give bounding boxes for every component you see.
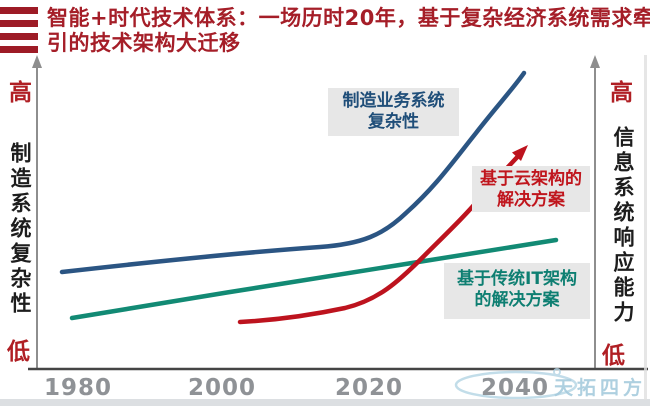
label-box-cloud: 基于云架构的 解决方案 xyxy=(472,166,590,212)
label-cloud-line1: 基于云架构的 xyxy=(480,169,582,189)
right-axis-high-label: 高 xyxy=(610,80,633,106)
page-title-line2: 引的技术架构大迁移 xyxy=(47,31,241,55)
title-bars-icon xyxy=(0,7,40,59)
right-y-axis-arrow-icon xyxy=(590,55,600,68)
right-axis-low-label: 低 xyxy=(602,343,625,369)
label-traditional-line2: 的解决方案 xyxy=(474,290,560,310)
right-edge-strip xyxy=(644,55,647,400)
left-axis-title: 制造系统复杂性 xyxy=(8,142,32,317)
label-cloud-line2: 解决方案 xyxy=(497,190,565,210)
page-title-line1: 智能+时代技术体系：一场历时20年，基于复杂经济系统需求牵 xyxy=(47,6,650,30)
left-axis-low-label: 低 xyxy=(7,339,30,365)
label-manufacturing-line1: 制造业务系统 xyxy=(342,91,445,111)
left-y-axis-arrow-icon xyxy=(32,55,42,68)
series-manufacturing-curve xyxy=(59,70,527,275)
series-traditional-curve xyxy=(69,237,559,321)
watermark-swoosh-icon xyxy=(454,368,578,400)
x-tick-2000: 2000 xyxy=(187,375,257,401)
bottom-edge-strip xyxy=(0,399,650,406)
x-tick-2040: 2040 xyxy=(480,375,550,401)
left-axis-high-label: 高 xyxy=(9,80,32,106)
right-axis-title: 信息系统响应能力 xyxy=(611,126,635,326)
label-box-traditional: 基于传统IT架构 的解决方案 xyxy=(444,263,590,319)
label-box-manufacturing: 制造业务系统 复杂性 xyxy=(328,88,459,136)
page-title: 智能+时代技术体系：一场历时20年，基于复杂经济系统需求牵 引的技术架构大迁移 xyxy=(47,6,650,56)
label-traditional-line1: 基于传统IT架构 xyxy=(457,269,577,289)
x-tick-1980: 1980 xyxy=(43,375,113,401)
label-manufacturing-line2: 复杂性 xyxy=(368,112,419,132)
watermark-text: 天拓四方 xyxy=(554,377,647,399)
x-tick-2020: 2020 xyxy=(334,375,404,401)
series-cloud-arrow-icon xyxy=(512,145,528,161)
